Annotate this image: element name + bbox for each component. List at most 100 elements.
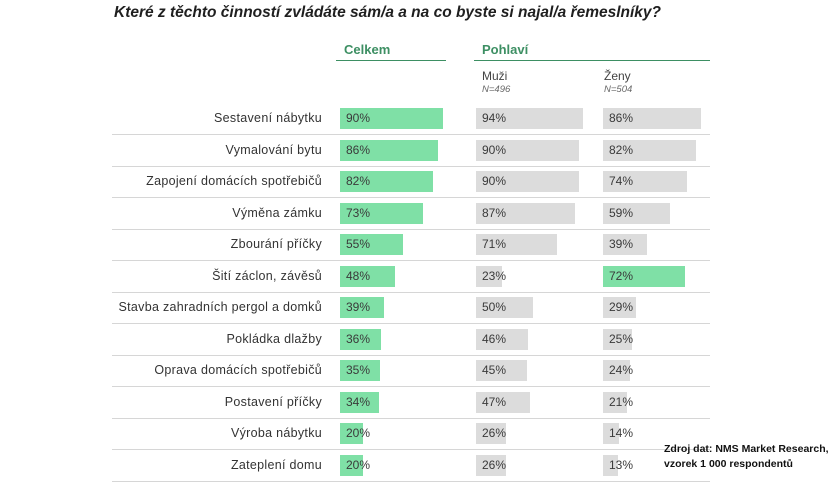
bar-men [476, 171, 579, 192]
data-label-total: 36% [346, 331, 371, 346]
row-divider [112, 197, 710, 198]
bar-women [603, 297, 637, 318]
category-label: Zateplení domu [230, 457, 322, 472]
category-label: Oprava domácích spotřebičů [154, 363, 322, 377]
category-label: Pokládka dlažby [226, 331, 322, 346]
bar-total [340, 202, 424, 224]
column-header-celkem: Celkem [344, 42, 391, 57]
subheader-men-n: N=496 [482, 84, 511, 95]
column-header-celkem-line [336, 60, 446, 61]
data-label-men: 26% [482, 457, 507, 472]
bar-total [340, 171, 434, 192]
source-line-2: vzorek 1 000 respondentů [664, 458, 793, 470]
bar-men [476, 108, 584, 129]
row-divider [112, 417, 710, 419]
column-header-pohlavi-line [474, 60, 710, 61]
row-divider [112, 323, 710, 324]
bar-women [603, 234, 648, 255]
data-label-women: 21% [609, 394, 634, 409]
row-divider [112, 228, 710, 230]
bar-men [476, 265, 503, 287]
bar-women [603, 171, 688, 192]
bar-men [476, 360, 528, 381]
data-label-men: 87% [482, 205, 507, 220]
data-label-men: 94% [482, 111, 507, 125]
data-label-men: 46% [482, 331, 507, 346]
bar-total [340, 265, 395, 287]
category-label: Vymalování bytu [225, 142, 322, 157]
data-label-women: 29% [609, 300, 634, 314]
data-label-total: 48% [346, 268, 371, 283]
source-line-1: Zdroj dat: NMS Market Research, [664, 443, 829, 455]
category-label: Výroba nábytku [230, 426, 322, 440]
row-divider [112, 134, 710, 135]
bar-total [340, 108, 443, 129]
row-divider [112, 291, 710, 293]
bar-women [603, 202, 671, 224]
subheader-women-n: N=504 [604, 84, 633, 95]
data-label-women: 74% [609, 174, 634, 188]
bar-total [340, 297, 385, 318]
subheader-men: Muži N=496 [482, 69, 510, 97]
bar-men [476, 234, 557, 255]
row-divider [112, 480, 710, 482]
data-label-men: 90% [482, 174, 507, 188]
row-divider [112, 165, 710, 167]
bar-men [476, 328, 529, 350]
data-label-total: 34% [346, 394, 371, 409]
data-label-women: 13% [609, 457, 634, 472]
bar-men [476, 202, 576, 224]
bar-men [476, 391, 530, 413]
row-divider [112, 260, 710, 261]
data-label-total: 35% [346, 363, 371, 377]
data-label-total: 55% [346, 237, 371, 251]
bar-total [340, 391, 379, 413]
bar-total [340, 328, 382, 350]
data-label-total: 39% [346, 300, 371, 314]
data-label-men: 90% [482, 142, 507, 157]
data-label-women: 59% [609, 205, 634, 220]
bar-total [340, 454, 363, 476]
data-label-total: 73% [346, 205, 371, 220]
bar-women [603, 454, 618, 476]
data-label-men: 23% [482, 268, 507, 283]
data-label-total: 82% [346, 174, 371, 188]
chart-title: Které z těchto činností zvládáte sám/a a… [114, 4, 662, 21]
row-divider [112, 354, 710, 356]
category-label: Sestavení nábytku [214, 111, 322, 125]
bar-women [603, 423, 619, 444]
bar-men [476, 454, 506, 476]
subheader-women-label: Ženy [604, 69, 631, 83]
bar-women [603, 391, 627, 413]
bar-women [603, 108, 702, 129]
bar-total [340, 360, 380, 381]
category-label: Výměna zámku [232, 205, 322, 220]
data-label-men: 71% [482, 237, 507, 251]
bar-men [476, 423, 506, 444]
source-note: Zdroj dat: NMS Market Research, vzorek 1… [664, 442, 829, 472]
row-divider [112, 449, 710, 450]
data-label-total: 20% [346, 457, 371, 472]
category-label: Postavení příčky [224, 394, 322, 409]
data-label-women: 25% [609, 331, 634, 346]
category-label: Šití záclon, závěsů [212, 268, 322, 283]
bar-men [476, 139, 579, 161]
category-label: Zbourání příčky [230, 237, 322, 251]
row-divider [112, 386, 710, 387]
bar-men [476, 297, 533, 318]
data-label-women: 72% [609, 268, 634, 283]
data-label-women: 14% [609, 426, 634, 440]
bar-women [603, 139, 697, 161]
data-label-total: 20% [346, 426, 371, 440]
data-label-women: 39% [609, 237, 634, 251]
category-label: Zapojení domácích spotřebičů [146, 174, 322, 188]
bar-women [603, 328, 632, 350]
category-label: Stavba zahradních pergol a domků [118, 300, 322, 314]
bar-women [603, 265, 686, 287]
data-label-total: 90% [346, 111, 371, 125]
subheader-women: Ženy N=504 [604, 69, 632, 97]
data-label-men: 50% [482, 300, 507, 314]
bar-women [603, 360, 631, 381]
bar-total [340, 234, 403, 255]
data-label-total: 86% [346, 142, 371, 157]
